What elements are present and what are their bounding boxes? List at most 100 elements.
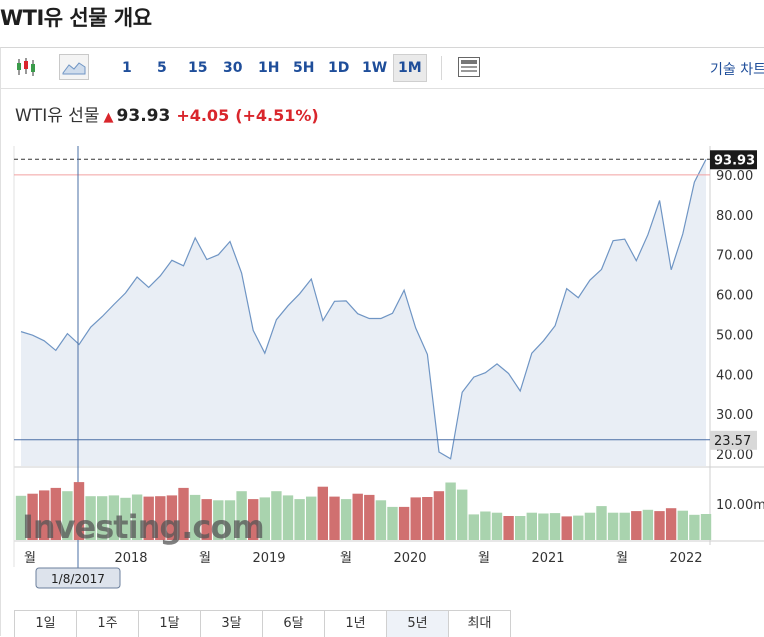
range-button-1[interactable]: 1주 — [77, 611, 139, 637]
x-tick-label: 2020 — [393, 551, 426, 566]
area-chart-icon[interactable] — [59, 54, 89, 80]
y-tick-label: 40.00 — [716, 368, 753, 383]
volume-bar — [631, 511, 642, 540]
volume-bar — [375, 500, 387, 540]
interval-button-15[interactable]: 15 — [188, 60, 208, 76]
volume-bar — [108, 495, 120, 540]
volume-bar — [596, 506, 607, 540]
interval-button-30[interactable]: 30 — [223, 60, 243, 76]
volume-bar — [306, 496, 317, 540]
volume-bar — [549, 513, 561, 540]
volume-bar — [282, 495, 294, 540]
price-line — [20, 159, 707, 460]
candlestick-icon[interactable] — [13, 54, 39, 80]
instrument-name: WTI유 선물 — [15, 106, 100, 126]
volume-bar — [689, 514, 700, 540]
x-tick-label: 월 — [616, 551, 628, 566]
last-price-box — [710, 150, 757, 170]
range-button-0[interactable]: 1일 — [15, 611, 77, 637]
last-price: 93.93 — [116, 106, 171, 126]
x-tick-label: 2022 — [669, 551, 702, 566]
volume-bar — [73, 482, 85, 540]
volume-bar — [248, 499, 259, 540]
volume-bar — [15, 495, 27, 540]
volume-bar — [178, 487, 189, 540]
volume-bar — [166, 495, 178, 540]
interval-button-1w[interactable]: 1W — [362, 60, 388, 76]
interval-button-1h[interactable]: 1H — [258, 60, 280, 76]
volume-bar — [398, 506, 410, 540]
volume-bar — [607, 512, 619, 540]
tech-chart-link[interactable]: 기술 차트 — [710, 62, 764, 78]
range-button-6[interactable]: 5년 — [387, 611, 449, 637]
interval-button-1[interactable]: 1 — [122, 60, 132, 76]
range-button-4[interactable]: 6달 — [263, 611, 325, 637]
chart-widget: 1 5 15 30 1H 5H 1D 1W 1M 기술 차트 WTI유 선물 ▲ 93.93 +4.0… — [0, 47, 764, 636]
y-tick-label: 60.00 — [716, 289, 753, 304]
last-price-box-label: 93.93 — [714, 153, 755, 168]
volume-bar — [271, 491, 282, 540]
interval-button-5[interactable]: 5 — [157, 60, 167, 76]
volume-bar — [317, 486, 328, 540]
volume-bar — [340, 499, 352, 540]
interval-button-5h[interactable]: 5H — [293, 60, 315, 76]
volume-bar — [97, 496, 108, 540]
x-tick-label: 월 — [478, 551, 490, 566]
volume-bar — [85, 496, 96, 540]
y-tick-label: 90.00 — [716, 169, 753, 184]
volume-bar — [259, 497, 270, 540]
range-selector: 1일 1주 1달 3달 6달 1년 5년 최대 — [14, 610, 511, 637]
price-area — [21, 159, 706, 466]
x-tick-label: 2019 — [252, 551, 285, 566]
up-arrow-icon: ▲ — [103, 110, 114, 125]
volume-bar — [619, 512, 630, 540]
layout-icon[interactable] — [456, 54, 482, 80]
volume-bar — [329, 496, 340, 540]
volume-bar — [213, 500, 224, 540]
price-chart[interactable]: 20.00 30.00 40.00 50.00 60.00 70.00 80.00 90.00… — [0, 140, 764, 590]
chart-toolbar: 1 5 15 30 1H 5H 1D 1W 1M 기술 차트 — [1, 48, 764, 89]
volume-bar — [364, 494, 375, 540]
volume-bar — [515, 516, 526, 540]
volume-bar — [503, 516, 514, 540]
x-tick-label: 2021 — [531, 551, 564, 566]
volume-bar — [468, 514, 479, 540]
volume-bar — [39, 490, 50, 540]
y-tick-label: 30.00 — [716, 408, 753, 423]
investing-watermark: Investing.com — [22, 508, 264, 546]
range-button-7[interactable]: 최대 — [467, 616, 492, 631]
volume-bar — [573, 515, 584, 540]
price-change: +4.05 — [176, 106, 230, 125]
range-button-2[interactable]: 1달 — [139, 611, 201, 637]
y-tick-label: 20.00 — [716, 448, 753, 463]
volume-axis-label: 10.00m — [716, 498, 764, 513]
volume-bar — [201, 499, 212, 540]
volume-bar — [27, 493, 38, 540]
volume-bar — [50, 487, 61, 540]
volume-bar — [433, 491, 445, 540]
interval-button-1d[interactable]: 1D — [328, 60, 350, 76]
volume-bar — [642, 509, 654, 540]
y-tick-label: 80.00 — [716, 209, 753, 224]
volume-bar — [189, 494, 201, 540]
volume-bar — [224, 500, 236, 540]
price-change-percent: (+4.51%) — [235, 106, 319, 125]
x-tick-label: 2018 — [114, 551, 147, 566]
volume-bar — [352, 493, 363, 540]
volume-bar — [236, 491, 247, 540]
x-tick-label: 월 — [340, 551, 352, 566]
volume-bar — [294, 499, 305, 540]
volume-bar — [665, 508, 677, 540]
volume-bar — [538, 513, 549, 540]
volume-bar — [410, 497, 421, 540]
range-button-3[interactable]: 3달 — [201, 611, 263, 637]
volume-bar — [62, 491, 73, 540]
toolbar-divider — [441, 56, 442, 80]
range-button-5[interactable]: 1년 — [325, 611, 387, 637]
volume-bar — [457, 489, 468, 540]
interval-button-1m[interactable]: 1M — [393, 54, 427, 82]
volume-bar — [584, 512, 596, 540]
volume-bar — [131, 494, 143, 540]
volume-bar — [445, 482, 456, 540]
volume-bar — [491, 512, 503, 540]
